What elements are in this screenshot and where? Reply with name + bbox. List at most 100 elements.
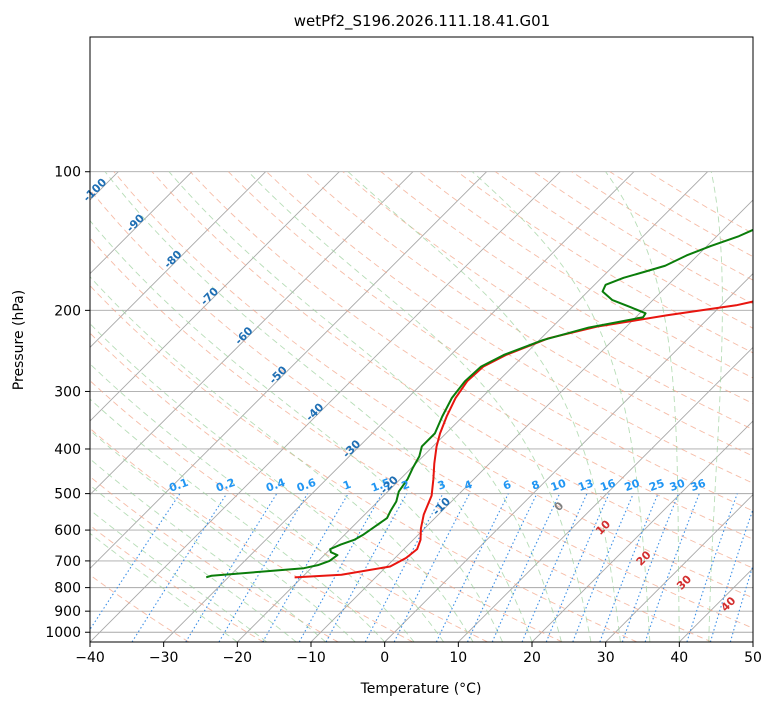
dry-adiabat (189, 171, 753, 540)
x-tick-label: 30 (597, 650, 615, 666)
moist-adiabat (347, 171, 621, 642)
mixing-ratio-label: 6 (501, 478, 513, 493)
isotherm (163, 171, 635, 642)
isotherm (90, 171, 340, 422)
mixing-ratio-label: 0.1 (167, 476, 190, 495)
mixing-ratio-line (686, 493, 738, 642)
y-tick-label: 500 (54, 487, 81, 503)
mixing-ratio-line (435, 493, 509, 642)
x-tick-label: −20 (223, 650, 253, 666)
mixing-ratio-line (218, 493, 309, 642)
moist-adiabat (708, 171, 723, 642)
moist-adiabat (90, 458, 327, 642)
y-tick-label: 1000 (45, 625, 81, 641)
mixing-ratio-label: 0.2 (214, 476, 237, 495)
x-tick-label: 40 (670, 650, 688, 666)
isotherm (90, 171, 487, 569)
axes: −40 −30 −20 −10 0 10 20 30 40 5010020030040050060… (45, 165, 762, 666)
sounding-lines (205, 228, 753, 579)
chart-title: wetPf2_S196.2026.111.18.41.G01 (294, 12, 550, 31)
mixing-ratio-label: 25 (647, 477, 666, 494)
moist-adiabat (605, 171, 680, 642)
y-tick-label: 300 (54, 384, 81, 400)
mixing-ratio-label: 0.6 (295, 476, 318, 495)
dry-adiabat (418, 171, 753, 379)
isotherm (384, 273, 753, 642)
x-tick-label: 10 (449, 650, 467, 666)
moist-adiabat (90, 363, 415, 642)
mixing-ratio-line (185, 493, 278, 642)
temperature-profile (294, 300, 753, 579)
moist-adiabat (104, 171, 533, 642)
mixing-ratio-line (599, 493, 659, 642)
mixing-ratio-label: 16 (598, 476, 617, 494)
mixing-ratio-label: 10 (549, 476, 568, 494)
isotherm (90, 171, 561, 642)
isotherm (605, 494, 753, 642)
mixing-ratio-line (467, 493, 538, 642)
moist-adiabat (168, 171, 562, 642)
isotherm (237, 171, 708, 642)
dry-adiabat (90, 189, 753, 629)
mixing-ratio-line (521, 493, 588, 642)
dry-adiabat (90, 476, 339, 642)
y-tick-label: 900 (54, 604, 81, 620)
mixing-ratio-label: 0.4 (264, 476, 287, 495)
mixing-ratio-line (545, 493, 610, 642)
dry-adiabat (342, 171, 753, 431)
mixing-ratio-line (325, 493, 408, 642)
y-tick-label: 400 (54, 442, 81, 458)
y-tick-label: 600 (54, 523, 81, 539)
mixing-ratio-line (572, 493, 634, 642)
y-tick-label: 800 (54, 581, 81, 597)
dry-adiabat (90, 427, 414, 642)
y-axis-label: Pressure (hPa) (11, 290, 27, 390)
mixing-ratio-line (262, 493, 349, 642)
dry-adiabat (90, 237, 712, 642)
isotherm (458, 346, 753, 642)
mixing-ratio-line (364, 493, 444, 642)
moist-adiabat (90, 532, 238, 642)
mixing-ratio-line (393, 493, 471, 642)
mixing-ratio-label: 36 (689, 476, 708, 494)
x-tick-label: −30 (149, 650, 179, 666)
x-tick-label: 50 (744, 650, 762, 666)
x-tick-label: −40 (75, 650, 105, 666)
x-tick-label: 0 (380, 650, 389, 666)
moist-adiabat (90, 484, 297, 642)
dry-adiabat (304, 171, 753, 457)
mixing-ratio-line (709, 507, 753, 642)
dewpoint-profile (205, 228, 753, 579)
mixing-ratio-label: 20 (623, 476, 642, 494)
moist-adiabat (90, 323, 444, 642)
dry-adiabat (90, 524, 264, 642)
moist-adiabat (471, 171, 651, 642)
y-tick-label: 100 (54, 165, 81, 181)
dry-adiabat (113, 171, 753, 599)
mixing-ratio-line (298, 493, 383, 642)
mixing-ratio-label: 13 (576, 477, 595, 494)
isotherm (90, 171, 266, 348)
moist-adiabat (90, 429, 356, 642)
plot-frame (89, 36, 754, 643)
mixing-ratio-label: 3 (436, 478, 448, 493)
moist-adiabat (90, 509, 268, 642)
mixing-ratio-label: 1.5 (369, 476, 392, 495)
moist-adiabat (247, 171, 592, 642)
y-tick-label: 200 (54, 303, 81, 319)
mixing-ratio-label: 1 (341, 478, 353, 493)
mixing-ratio-line (90, 493, 181, 631)
y-tick-label: 700 (54, 554, 81, 570)
mixing-ratio-line (644, 493, 700, 642)
mixing-ratio-line (621, 493, 680, 642)
mixing-ratio-label: 4 (462, 478, 474, 493)
mixing-ratio-label: 8 (530, 478, 542, 493)
dry-adiabat (90, 380, 488, 642)
mixing-ratio-label: 2 (400, 478, 412, 493)
x-tick-label: −10 (296, 650, 326, 666)
isotherm (90, 171, 414, 496)
moist-adiabat (90, 276, 474, 642)
isotherm (531, 420, 753, 642)
